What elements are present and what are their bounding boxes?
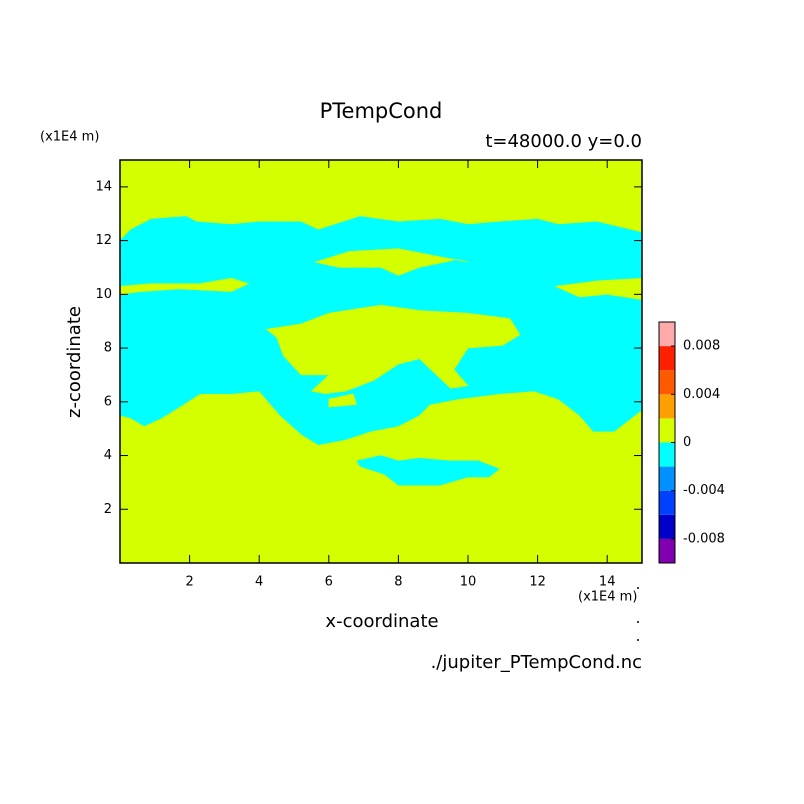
colorbar-band — [659, 370, 675, 395]
dot — [637, 621, 639, 623]
x-unit: (x1E4 m) — [578, 590, 637, 605]
colorbar: 0.008 0.004 0 -0.004 -0.008 — [658, 321, 725, 564]
colorbar-band — [659, 514, 675, 539]
contour-region — [356, 455, 500, 486]
y-tick-label: 6 — [104, 394, 112, 409]
chart-subtitle: t=48000.0 y=0.0 — [485, 131, 642, 152]
contour-region — [119, 277, 250, 295]
x-tick-label: 4 — [255, 575, 263, 590]
y-tick-label: 12 — [95, 233, 112, 248]
contour-region — [265, 304, 521, 394]
chart-title: PTempCond — [320, 99, 443, 123]
colorbar-band — [659, 322, 675, 347]
contour-region — [328, 393, 357, 408]
colorbar-band — [659, 466, 675, 491]
x-axis-label: x-coordinate — [325, 611, 438, 632]
contour-region — [313, 248, 469, 276]
colorbar-band — [659, 442, 675, 467]
y-tick-label: 2 — [104, 502, 112, 517]
y-tick-label: 4 — [104, 448, 112, 463]
plot-frame — [119, 159, 643, 564]
colorbar-tick-label: -0.008 — [683, 531, 725, 546]
dot — [637, 587, 639, 589]
y-tick-label: 14 — [95, 179, 112, 194]
colorbar-tick-label: 0.008 — [683, 339, 720, 354]
y-unit: (x1E4 m) — [40, 130, 99, 145]
colorbar-tick-label: -0.004 — [683, 483, 725, 498]
source-label: ./jupiter_PTempCond.nc — [431, 652, 642, 673]
y-tick-label: 10 — [95, 287, 112, 302]
colorbar-band — [659, 418, 675, 443]
colorbar-tick-label: 0.004 — [683, 387, 720, 402]
x-tick-label: 6 — [325, 575, 333, 590]
dot — [637, 639, 639, 641]
x-tick-label: 14 — [599, 575, 616, 590]
x-tick-label: 12 — [529, 575, 546, 590]
colorbar-band — [659, 490, 675, 515]
contour-field — [119, 159, 643, 564]
colorbar-tick-label: 0 — [683, 435, 691, 450]
colorbar-band — [659, 538, 675, 563]
y-axis-label: z-coordinate — [64, 306, 85, 418]
x-tick-label: 10 — [460, 575, 477, 590]
x-tick-label: 8 — [394, 575, 402, 590]
x-tick-label: 2 — [185, 575, 193, 590]
colorbar-band — [659, 346, 675, 371]
y-tick-label: 8 — [104, 341, 112, 356]
colorbar-band — [659, 394, 675, 419]
